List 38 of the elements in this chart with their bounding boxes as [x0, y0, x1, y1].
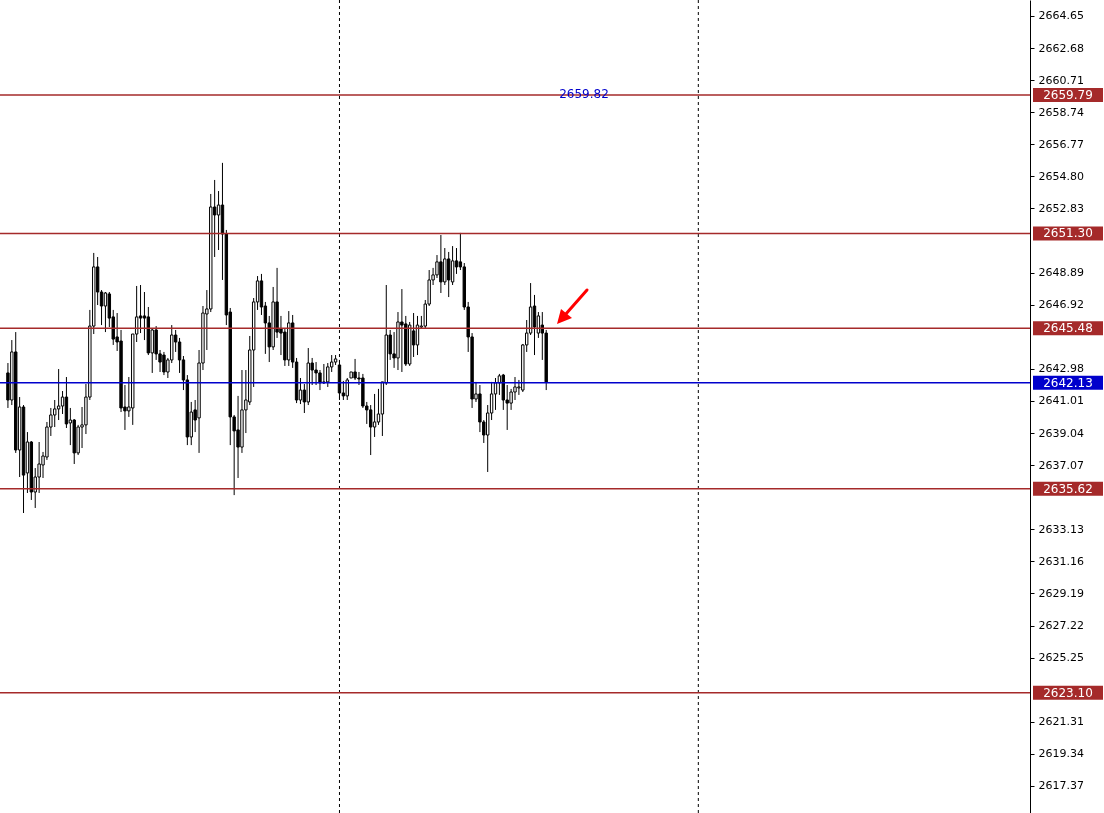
y-tick-label: 2641.01: [1038, 394, 1084, 408]
candlestick: [216, 190, 221, 251]
y-tick-label: 2629.19: [1038, 586, 1084, 600]
y-tick-label: 2627.22: [1038, 619, 1084, 633]
y-tick-label: 2639.04: [1038, 426, 1084, 440]
y-tick-label: 2625.25: [1038, 651, 1084, 665]
y-tick-label: 2660.71: [1038, 73, 1084, 87]
ref-line-label: 2659.79: [1043, 88, 1093, 103]
y-tick-label: 2619.34: [1038, 747, 1084, 761]
candlestick: [439, 234, 443, 294]
candlestick: [56, 368, 61, 421]
ref-line-label: 2635.62: [1043, 481, 1093, 496]
candlestick: [314, 361, 318, 386]
y-tick-label: 2631.16: [1038, 554, 1084, 568]
candlestick: [450, 245, 455, 286]
ref-line-label: 2651.30: [1043, 226, 1093, 241]
y-tick-label: 2621.31: [1038, 715, 1084, 729]
y-tick-label: 2646.92: [1038, 298, 1084, 312]
ref-line-label: 2642.13: [1043, 375, 1093, 390]
y-tick-label: 2652.83: [1038, 201, 1084, 215]
y-tick-label: 2658.74: [1038, 105, 1084, 119]
candlestick: [400, 288, 404, 373]
y-tick-label: 2664.65: [1038, 9, 1084, 23]
y-tick-label: 2617.37: [1038, 779, 1084, 793]
y-tick-label: 2642.98: [1038, 362, 1084, 376]
candlestick: [372, 393, 377, 438]
y-tick-label: 2637.07: [1038, 458, 1084, 472]
candlestick: [138, 284, 143, 334]
ref-line-label: 2645.48: [1043, 321, 1093, 336]
candlestick: [493, 377, 498, 411]
candlestick: [353, 358, 357, 381]
y-tick-label: 2648.89: [1038, 266, 1084, 280]
y-tick-label: 2633.13: [1038, 522, 1084, 536]
y-tick-label: 2654.80: [1038, 169, 1084, 183]
candlestick: [162, 351, 166, 376]
y-tick-label: 2656.77: [1038, 137, 1084, 151]
y-tick-label: 2662.68: [1038, 41, 1084, 55]
ref-line-label: 2623.10: [1043, 685, 1093, 700]
